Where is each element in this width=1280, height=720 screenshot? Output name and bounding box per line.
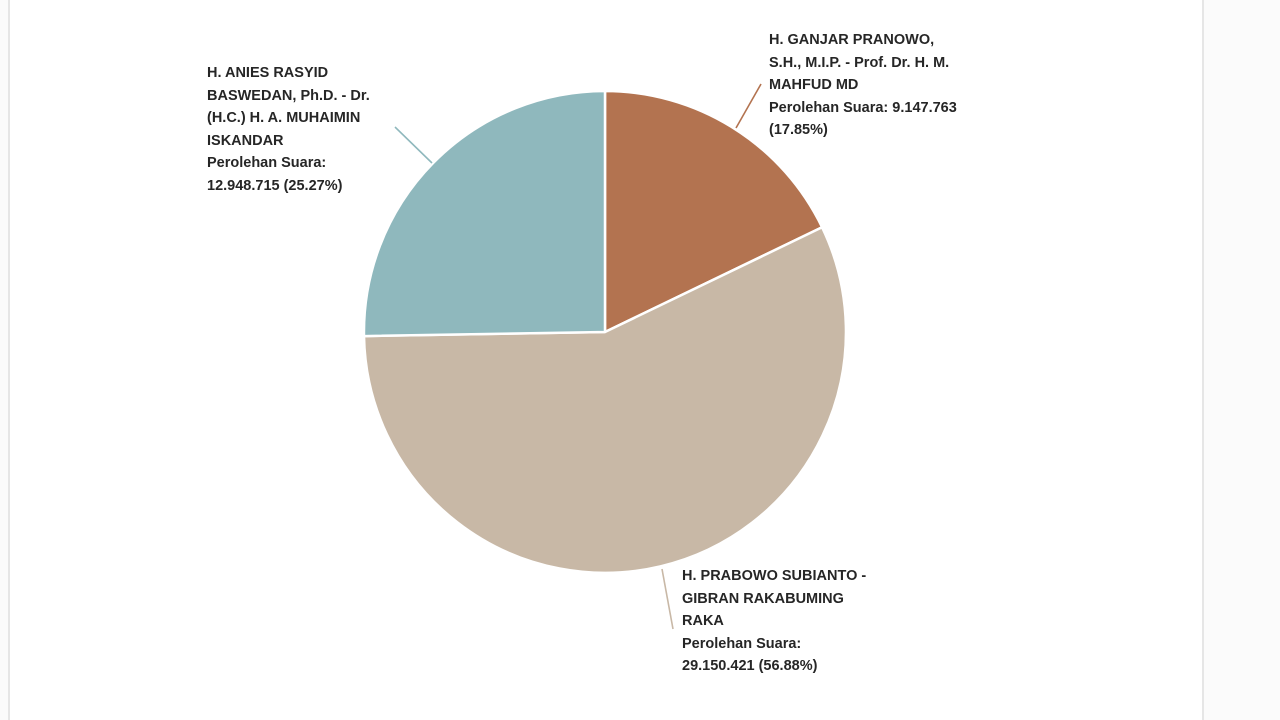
label-line: Perolehan Suara: 9.147.763 [769,99,957,116]
slice-label-prabowo: H. PRABOWO SUBIANTO - GIBRAN RAKABUMING … [682,565,866,678]
label-line: 12.948.715 (25.27%) [207,177,343,194]
label-line: H. GANJAR PRANOWO, [769,32,935,48]
label-line: RAKA [682,613,724,630]
label-line: GIBRAN RAKABUMING [682,590,844,607]
slice-label-ganjar: H. GANJAR PRANOWO, S.H., M.I.P. - Prof. … [769,29,957,142]
leader-line-prabowo [661,568,674,630]
label-line: Perolehan Suara: [682,635,802,652]
pie-slice-anies[interactable] [362,89,607,338]
leader-line-anies [394,126,433,164]
label-line: H. PRABOWO SUBIANTO - [682,568,867,584]
slice-label-anies: H. ANIES RASYID BASWEDAN, Ph.D. - Dr. (H… [207,62,370,198]
label-line: 29.150.421 (56.88%) [682,658,818,675]
label-line: (17.85%) [769,122,828,139]
label-line: Perolehan Suara: [207,155,327,172]
leader-line-ganjar [735,83,762,129]
label-line: S.H., M.I.P. - Prof. Dr. H. M. [769,54,950,71]
label-line: (H.C.) H. A. MUHAIMIN [207,110,361,127]
label-line: ISKANDAR [207,132,284,149]
label-line: MAHFUD MD [769,77,859,94]
pie-slice-prabowo[interactable] [362,226,848,575]
pie-slice-ganjar[interactable] [603,89,824,334]
label-line: H. ANIES RASYID [207,65,329,81]
label-line: BASWEDAN, Ph.D. - Dr. [207,87,370,104]
